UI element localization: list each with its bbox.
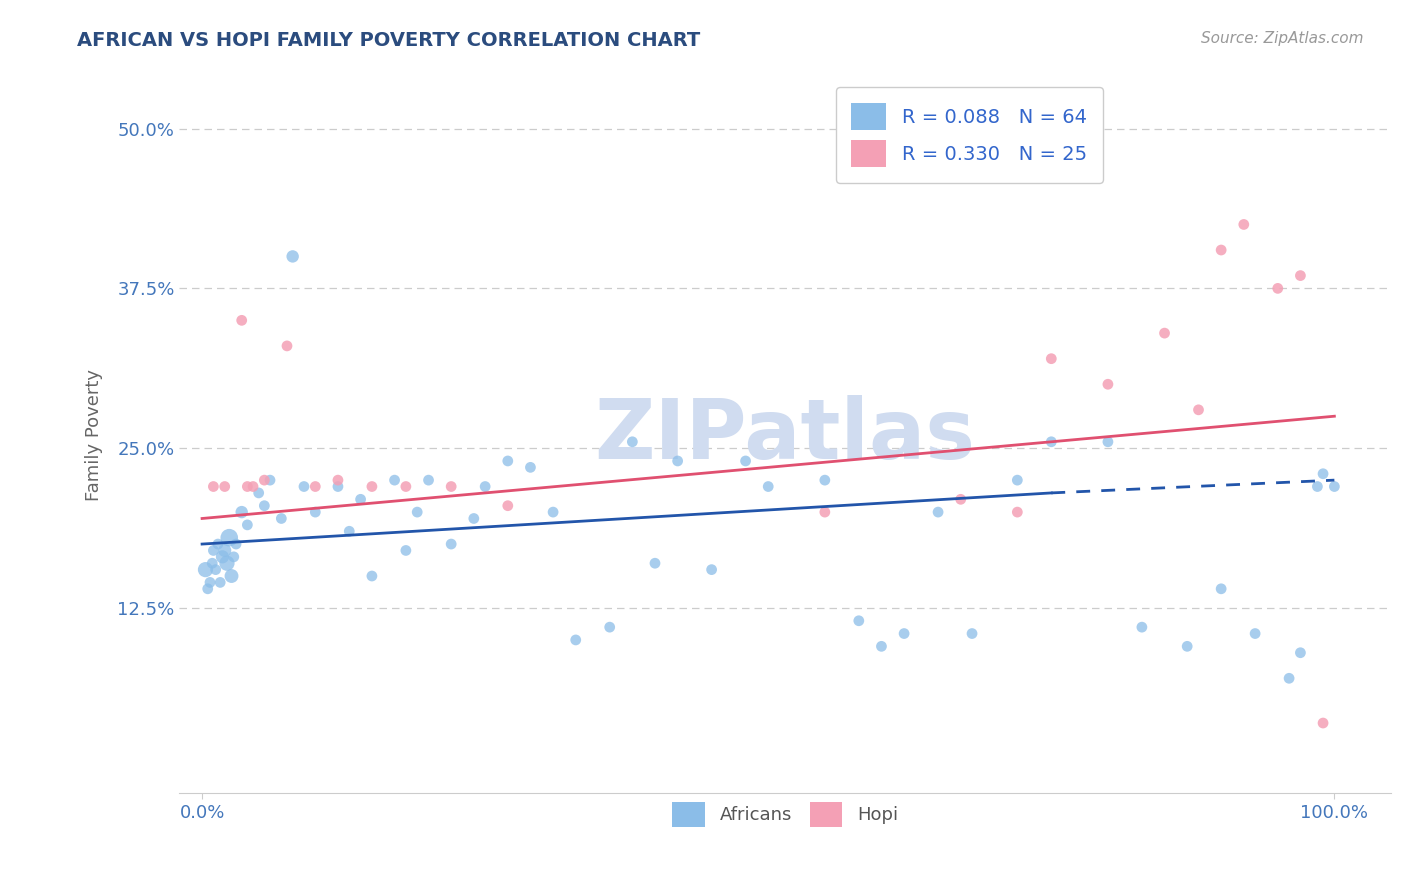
Point [276,339,298,353]
Point [1312,467,1334,481]
Point [197,582,219,596]
Point [1040,351,1063,366]
Point [1267,281,1289,295]
Point [207,537,229,551]
Point [599,620,621,634]
Point [292,479,315,493]
Point [644,556,666,570]
Point [198,575,221,590]
Point [361,479,384,493]
Point [395,479,418,493]
Point [337,524,360,539]
Point [201,556,224,570]
Text: Source: ZipAtlas.com: Source: ZipAtlas.com [1201,31,1364,46]
Point [1312,716,1334,731]
Point [1244,626,1267,640]
Point [218,531,240,545]
Point [1323,479,1346,493]
Point [270,511,292,525]
Point [247,486,270,500]
Point [496,454,519,468]
Point [927,505,949,519]
Point [440,479,463,493]
Point [236,517,259,532]
Point [406,505,429,519]
Point [214,543,236,558]
Point [384,473,406,487]
Point [541,505,564,519]
Point [893,626,915,640]
Point [440,537,463,551]
Text: AFRICAN VS HOPI FAMILY POVERTY CORRELATION CHART: AFRICAN VS HOPI FAMILY POVERTY CORRELATI… [77,31,700,50]
Point [1278,671,1301,685]
Point [281,249,304,263]
Point [209,575,232,590]
Point [221,569,243,583]
Point [496,499,519,513]
Point [326,473,349,487]
Point [734,454,756,468]
Point [519,460,541,475]
Point [1040,434,1063,449]
Legend: Africans, Hopi: Africans, Hopi [665,795,905,834]
Point [202,543,225,558]
Point [960,626,983,640]
Point [214,479,236,493]
Point [1289,646,1312,660]
Point [304,505,326,519]
Point [756,479,779,493]
Point [621,434,644,449]
Point [236,479,259,493]
Point [814,505,837,519]
Point [1097,377,1119,392]
Point [666,454,689,468]
Point [1211,582,1233,596]
Point [395,543,418,558]
Point [1233,218,1256,232]
Point [304,479,326,493]
Point [202,479,225,493]
Point [349,492,371,507]
Point [1130,620,1153,634]
Point [949,492,972,507]
Y-axis label: Family Poverty: Family Poverty [86,369,103,501]
Point [1306,479,1329,493]
Point [242,479,264,493]
Point [463,511,485,525]
Point [564,632,586,647]
Point [225,537,247,551]
Point [1175,640,1198,654]
Point [1153,326,1175,340]
Point [870,640,893,654]
Point [194,563,217,577]
Text: ZIPatlas: ZIPatlas [595,395,976,476]
Point [253,473,276,487]
Point [814,473,837,487]
Point [1187,402,1209,417]
Point [231,505,253,519]
Point [326,479,349,493]
Point [1007,473,1029,487]
Point [474,479,496,493]
Point [215,556,238,570]
Point [231,313,253,327]
Point [204,563,226,577]
Point [259,473,281,487]
Point [848,614,870,628]
Point [211,549,233,564]
Point [222,549,245,564]
Point [700,563,723,577]
Point [361,569,384,583]
Point [418,473,440,487]
Point [253,499,276,513]
Point [1211,243,1233,257]
Point [1007,505,1029,519]
Point [1097,434,1119,449]
Point [1289,268,1312,283]
